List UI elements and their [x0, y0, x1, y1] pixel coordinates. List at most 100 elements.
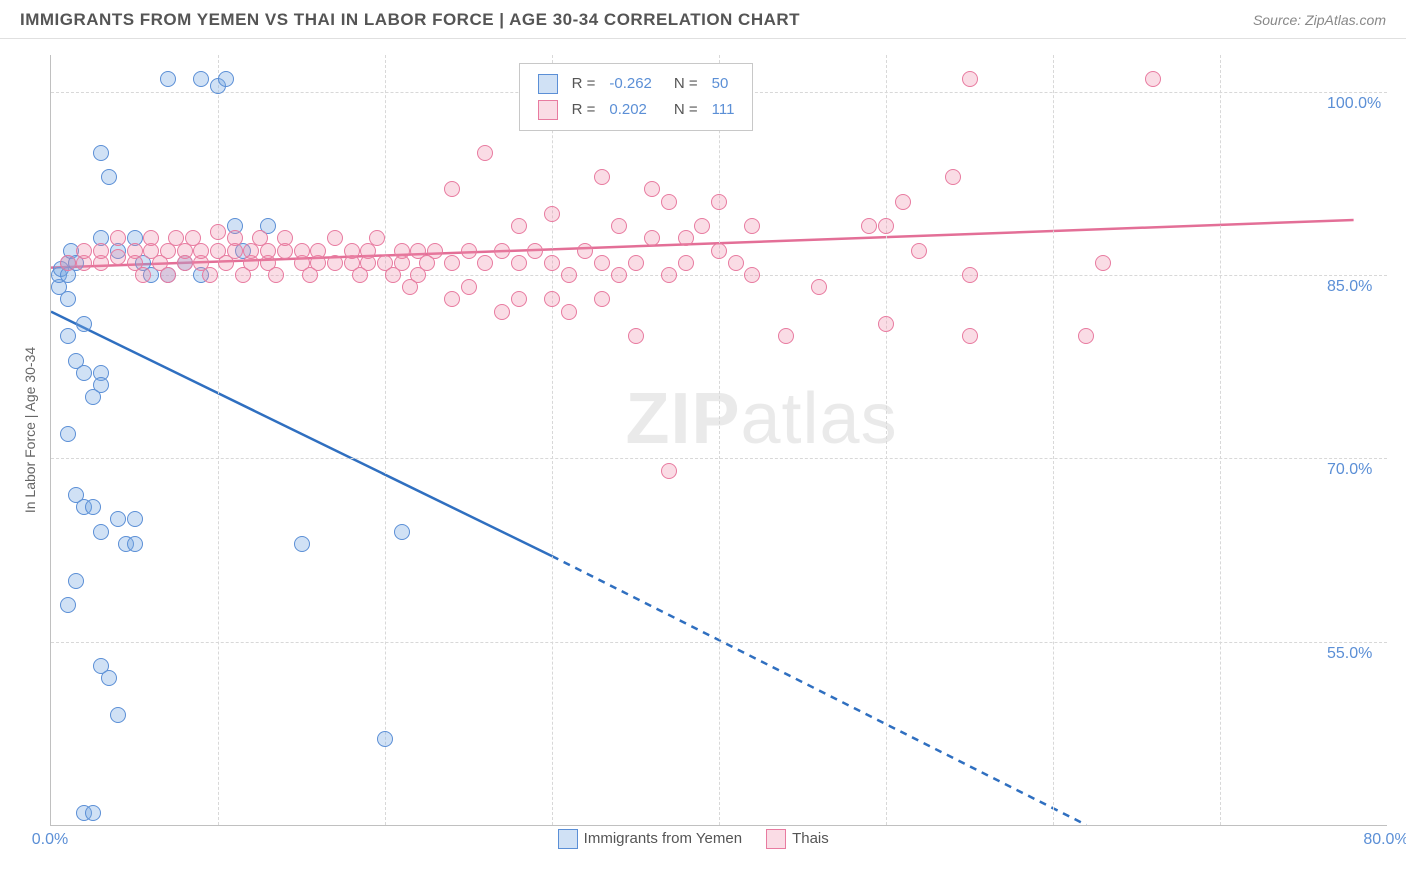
scatter-point [327, 230, 343, 246]
scatter-point [494, 243, 510, 259]
scatter-point [511, 218, 527, 234]
chart-source: Source: ZipAtlas.com [1253, 12, 1386, 28]
scatter-point [728, 255, 744, 271]
plot-area: ZIPatlas 55.0%70.0%85.0%100.0%R =-0.262N… [50, 55, 1387, 826]
scatter-point [644, 230, 660, 246]
scatter-point [93, 243, 109, 259]
scatter-point [744, 218, 760, 234]
gridline-vertical [552, 55, 553, 825]
scatter-point [744, 267, 760, 283]
chart-area: ZIPatlas 55.0%70.0%85.0%100.0%R =-0.262N… [50, 55, 1386, 825]
y-tick-label: 100.0% [1327, 95, 1381, 113]
legend-n-label: N = [660, 72, 704, 96]
scatter-point [628, 255, 644, 271]
y-tick-label: 85.0% [1327, 278, 1372, 296]
gridline-vertical [385, 55, 386, 825]
scatter-point [60, 426, 76, 442]
scatter-point [76, 316, 92, 332]
scatter-point [377, 731, 393, 747]
correlation-legend: R =-0.262N =50R =0.202N =111 [519, 63, 754, 131]
legend-r-value: 0.202 [603, 98, 658, 122]
scatter-point [511, 255, 527, 271]
scatter-point [110, 249, 126, 265]
gridline-vertical [1053, 55, 1054, 825]
scatter-point [135, 267, 151, 283]
scatter-point [160, 71, 176, 87]
scatter-point [661, 194, 677, 210]
gridline-vertical [1220, 55, 1221, 825]
scatter-point [60, 255, 76, 271]
legend-n-label: N = [660, 98, 704, 122]
scatter-point [878, 218, 894, 234]
gridline-vertical [218, 55, 219, 825]
scatter-point [628, 328, 644, 344]
scatter-point [594, 291, 610, 307]
scatter-point [1145, 71, 1161, 87]
scatter-point [544, 291, 560, 307]
scatter-point [895, 194, 911, 210]
scatter-point [394, 524, 410, 540]
scatter-point [85, 389, 101, 405]
scatter-point [527, 243, 543, 259]
x-tick-label: 80.0% [1363, 831, 1406, 849]
chart-title: IMMIGRANTS FROM YEMEN VS THAI IN LABOR F… [20, 10, 800, 30]
scatter-point [611, 218, 627, 234]
scatter-point [394, 255, 410, 271]
scatter-point [962, 71, 978, 87]
scatter-point [962, 328, 978, 344]
scatter-point [344, 243, 360, 259]
scatter-point [60, 291, 76, 307]
scatter-point [911, 243, 927, 259]
scatter-point [101, 169, 117, 185]
scatter-point [561, 304, 577, 320]
scatter-point [193, 243, 209, 259]
scatter-point [101, 670, 117, 686]
legend-item: Immigrants from Yemen [558, 829, 742, 849]
scatter-point [268, 267, 284, 283]
scatter-point [127, 511, 143, 527]
scatter-point [511, 291, 527, 307]
legend-swatch [538, 74, 558, 94]
scatter-point [711, 243, 727, 259]
scatter-point [85, 499, 101, 515]
y-tick-label: 55.0% [1327, 645, 1372, 663]
scatter-point [160, 267, 176, 283]
legend-n-value: 111 [706, 98, 741, 122]
scatter-point [962, 267, 978, 283]
scatter-point [594, 255, 610, 271]
scatter-point [210, 224, 226, 240]
legend-swatch [558, 829, 578, 849]
scatter-point [778, 328, 794, 344]
scatter-point [461, 243, 477, 259]
scatter-point [678, 255, 694, 271]
scatter-point [811, 279, 827, 295]
scatter-point [694, 218, 710, 234]
scatter-point [93, 524, 109, 540]
legend-r-label: R = [566, 98, 602, 122]
scatter-point [544, 206, 560, 222]
legend-swatch [538, 100, 558, 120]
series-legend: Immigrants from YemenThais [558, 829, 829, 849]
scatter-point [678, 230, 694, 246]
scatter-point [227, 230, 243, 246]
scatter-point [427, 243, 443, 259]
header: IMMIGRANTS FROM YEMEN VS THAI IN LABOR F… [0, 0, 1406, 39]
gridline-vertical [719, 55, 720, 825]
scatter-point [544, 255, 560, 271]
scatter-point [644, 181, 660, 197]
scatter-point [861, 218, 877, 234]
scatter-point [661, 267, 677, 283]
scatter-point [1078, 328, 1094, 344]
scatter-point [561, 267, 577, 283]
scatter-point [327, 255, 343, 271]
scatter-point [143, 230, 159, 246]
gridline-vertical [886, 55, 887, 825]
scatter-point [127, 536, 143, 552]
scatter-point [594, 169, 610, 185]
scatter-point [76, 243, 92, 259]
scatter-point [202, 267, 218, 283]
scatter-point [494, 304, 510, 320]
scatter-point [369, 230, 385, 246]
scatter-point [444, 181, 460, 197]
scatter-point [878, 316, 894, 332]
